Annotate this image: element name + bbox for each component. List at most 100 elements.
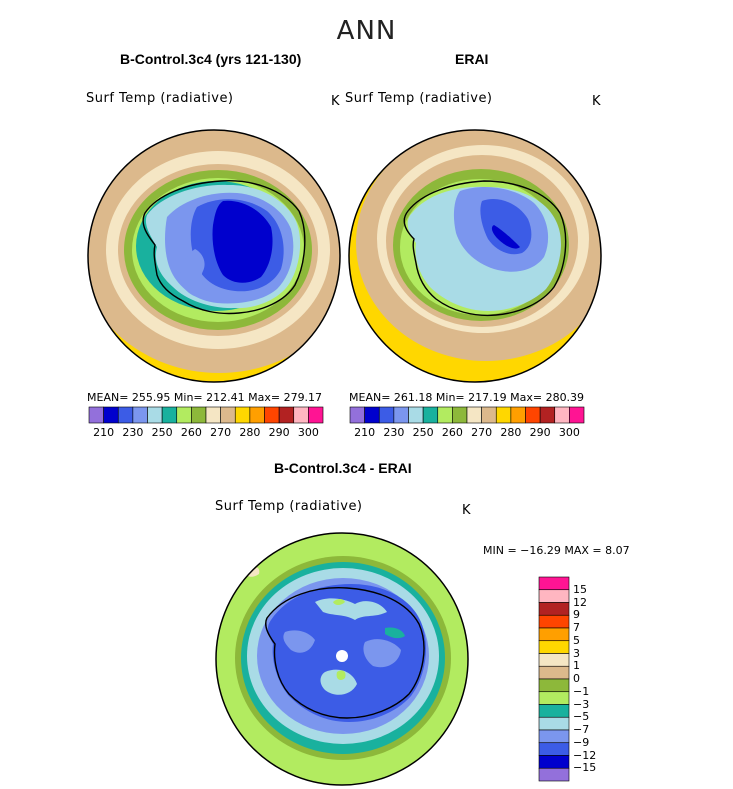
panel-1-coastline xyxy=(142,180,306,315)
panel-1-colorbar-box xyxy=(249,406,265,424)
panel-3-coastline xyxy=(265,587,425,719)
panel-2-title: ERAI xyxy=(455,51,489,67)
panel-3-colorbar-tick: −9 xyxy=(573,735,590,749)
panel-1-colorbar-box xyxy=(264,406,280,424)
panel-2-colorbar-box xyxy=(452,406,468,424)
panel-1-colorbar-box xyxy=(88,406,104,424)
panel-1-title: B-Control.3c4 (yrs 121-130) xyxy=(120,51,302,67)
panel-3-colorbar-box xyxy=(538,755,570,769)
panel-1-colorbar-tick: 280 xyxy=(239,426,261,439)
panel-3-colorbar-tick: 7 xyxy=(573,621,580,634)
panel-3-patch-c xyxy=(363,639,401,668)
panel-2-colorbar-tick: 300 xyxy=(558,426,580,439)
panel-3-colorbar-box xyxy=(538,678,570,693)
panel-3-patch-g xyxy=(336,670,346,680)
panel-1-ross-region xyxy=(180,249,211,298)
panel-1-polar-map xyxy=(87,129,341,383)
panel-2-colorbar-tick: 250 xyxy=(412,426,434,439)
panel-2-colorbar-box xyxy=(539,406,556,424)
panel-1-colorbar-box xyxy=(234,406,251,424)
panel-2-colorbar-box xyxy=(378,406,395,424)
panel-3-pole-hole xyxy=(336,650,348,662)
panel-3-stats: MIN = −16.29 MAX = 8.07 xyxy=(483,544,630,557)
panel-1-colorbar-box xyxy=(117,406,134,424)
panel-3-title: B-Control.3c4 - ERAI xyxy=(274,460,412,476)
panel-2-colorbar-tick: 270 xyxy=(471,426,493,439)
panel-2-band-230 xyxy=(480,199,532,255)
panel-3-colorbar-box xyxy=(538,576,570,591)
panel-3-colorbar-box xyxy=(538,691,570,705)
panel-1-colorbar-box xyxy=(132,406,148,424)
panel-1-colorbar-tick: 270 xyxy=(210,426,232,439)
panel-3-patch-b xyxy=(283,630,315,653)
panel-3-map-border xyxy=(215,532,469,786)
panel-1-colorbar-box xyxy=(205,406,221,424)
panel-3-colorbar-box xyxy=(538,653,570,667)
panel-2-colorbar-box xyxy=(554,406,570,424)
panel-1-colorbar xyxy=(88,406,324,424)
panel-2-stats: MEAN= 261.18 Min= 217.19 Max= 280.39 xyxy=(349,391,585,404)
panel-3-colorbar-tick: −1 xyxy=(573,684,590,698)
panel-3-colorbar-tick: −3 xyxy=(573,697,590,711)
panel-3-colorbar-box xyxy=(538,716,570,731)
panel-1-colorbar-tick: 260 xyxy=(180,426,202,439)
panel-1-colorbar-box xyxy=(191,406,207,424)
panel-3-patch-f xyxy=(333,599,345,605)
main-title: ANN xyxy=(336,16,397,46)
panel-2-colorbar-box xyxy=(569,406,585,424)
panel-2-colorbar-box xyxy=(495,406,512,424)
panel-1-colorbar-box xyxy=(308,406,324,424)
panel-2-colorbar-tick: 280 xyxy=(500,426,522,439)
panel-1-stats: MEAN= 255.95 Min= 212.41 Max= 279.17 xyxy=(87,391,323,404)
panel-1-colorbar-box xyxy=(278,406,295,424)
panel-3-colorbar-box xyxy=(538,627,570,642)
panel-2-colorbar-box xyxy=(437,406,453,424)
panel-3-colorbar-box xyxy=(538,614,570,629)
panel-1-variable-label: Surf Temp (radiative) xyxy=(86,91,234,106)
panel-3-colorbar-tick: −5 xyxy=(573,710,590,724)
panel-3-colorbar-box xyxy=(538,767,570,782)
panel-2-colorbar-tick: 290 xyxy=(529,426,551,439)
panel-3-colorbar-box xyxy=(538,742,570,756)
panel-3-patch-d xyxy=(320,669,357,695)
panel-2-polar-map xyxy=(348,129,602,383)
panel-1-colorbar-box xyxy=(220,406,236,424)
panel-3-colorbar-tick: 15 xyxy=(573,582,587,596)
panel-3-colorbar-box xyxy=(538,704,570,718)
panel-3-units-label: K xyxy=(462,503,471,518)
panel-1-colorbar-tick: 300 xyxy=(297,426,319,439)
panel-3-colorbar-tick: 5 xyxy=(573,633,580,647)
panel-3-colorbar-tick: 1 xyxy=(573,659,580,673)
panel-2-colorbar-box xyxy=(510,406,526,424)
panel-3-colorbar-tick: 0 xyxy=(573,672,580,685)
panel-2-colorbar-box xyxy=(525,406,541,424)
panel-2-colorbar xyxy=(349,406,585,424)
panel-2-colorbar-box xyxy=(422,406,439,424)
panel-2-colorbar-box xyxy=(408,406,424,424)
panel-1-band-220 xyxy=(212,200,273,283)
panel-3-colorbar-tick: 9 xyxy=(573,608,580,622)
panel-1-colorbar-tick: 250 xyxy=(151,426,173,439)
panel-3-colorbar-tick: 12 xyxy=(573,595,587,609)
panel-2-colorbar-box xyxy=(364,406,380,424)
panel-2-colorbar-box xyxy=(481,406,497,424)
panel-3-variable-label: Surf Temp (radiative) xyxy=(215,499,363,514)
panel-1-map-border xyxy=(87,129,341,383)
panel-3-colorbar-box xyxy=(538,602,570,616)
panel-2-colorbar-tick: 260 xyxy=(441,426,463,439)
panel-1-colorbar-box xyxy=(103,406,119,424)
panel-2-coastline xyxy=(403,180,567,317)
panel-3-colorbar xyxy=(538,576,570,782)
panel-3-colorbar-tick: −15 xyxy=(573,761,597,775)
panel-2-colorbar-box xyxy=(466,406,482,424)
panel-3-colorbar-box xyxy=(538,665,570,680)
panel-2-colorbar-box xyxy=(393,406,409,424)
panel-2-colorbar-box xyxy=(349,406,365,424)
panel-3-colorbar-tick: −12 xyxy=(573,748,597,762)
panel-1-colorbar-box xyxy=(176,406,192,424)
panel-2-variable-label: Surf Temp (radiative) xyxy=(345,91,493,106)
panel-3-patch-e xyxy=(385,627,405,639)
panel-2-colorbar-tick: 210 xyxy=(354,426,376,439)
panel-1-colorbar-box xyxy=(147,406,163,424)
panel-3-colorbar-tick: 3 xyxy=(573,646,580,660)
